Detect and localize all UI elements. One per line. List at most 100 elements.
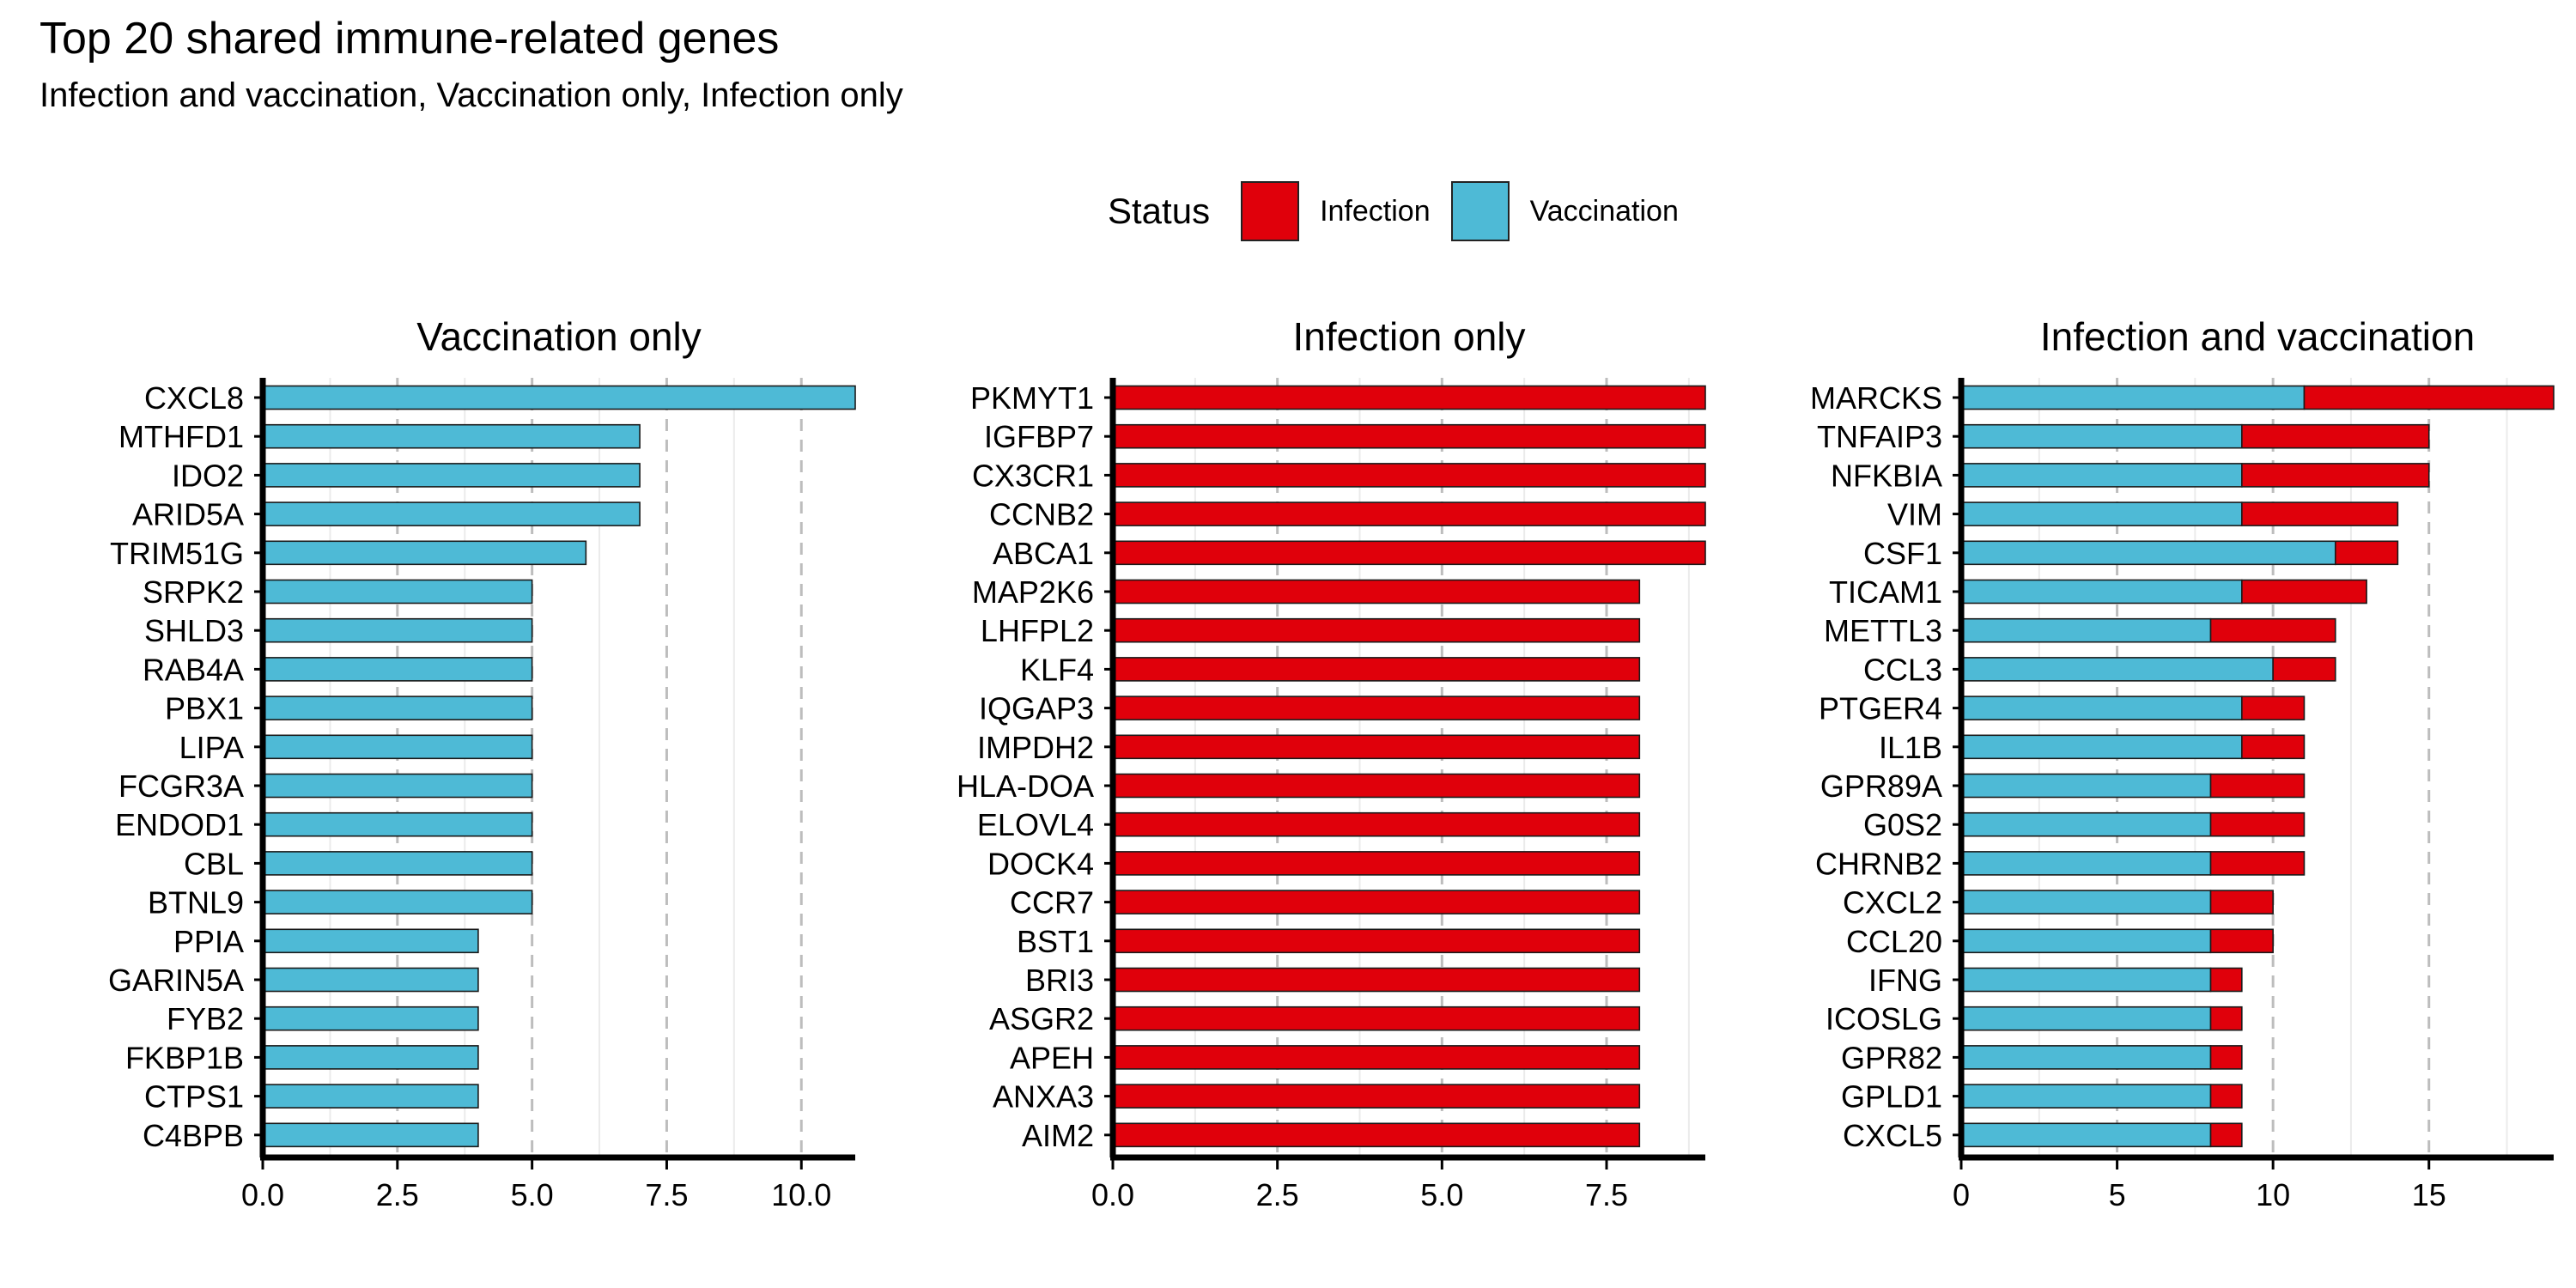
category-label: ABCA1 <box>993 536 1094 571</box>
chart-subtitle: Infection and vaccination, Vaccination o… <box>39 76 903 114</box>
bar-vaccination-chrnb2 <box>1960 851 2212 876</box>
x-tick-label: 10.0 <box>771 1177 831 1212</box>
bar-vaccination-gpr89a <box>1960 773 2212 799</box>
bar-vaccination-cxcl2 <box>1960 890 2212 914</box>
category-label: CXCL8 <box>144 380 244 416</box>
bar-vaccination-marcks <box>1960 385 2306 410</box>
category-label: CHRNB2 <box>1815 846 1942 881</box>
bar-infection-aim2 <box>1112 1122 1641 1148</box>
bar-infection-hla-doa <box>1112 773 1641 799</box>
bar-infection-gpld1 <box>2209 1084 2243 1109</box>
bar-infection-il1b <box>2241 734 2306 760</box>
bar-vaccination-srpk2 <box>262 579 533 605</box>
bar-vaccination-gpr82 <box>1960 1045 2212 1070</box>
category-label: G0S2 <box>1863 807 1942 842</box>
bar-vaccination-gpld1 <box>1960 1084 2212 1109</box>
category-label: CXCL2 <box>1843 885 1942 920</box>
bar-vaccination-ctps1 <box>262 1084 479 1109</box>
bar-vaccination-c4bpb <box>262 1122 479 1148</box>
legend: Status Infection Vaccination <box>1108 179 1699 244</box>
category-label: IQGAP3 <box>979 691 1094 726</box>
bar-infection-igfbp7 <box>1112 423 1706 449</box>
bar-infection-g0s2 <box>2209 811 2306 837</box>
bar-vaccination-icoslg <box>1960 1005 2212 1031</box>
legend-item-infection: Infection <box>1241 181 1431 241</box>
category-label: ASGR2 <box>989 1001 1094 1036</box>
bar-infection-icoslg <box>2209 1005 2243 1031</box>
bar-vaccination-ptger4 <box>1960 696 2243 720</box>
panel-title: Infection only <box>1292 314 1525 359</box>
bar-vaccination-il1b <box>1960 734 2243 760</box>
bar-vaccination-mthfd1 <box>262 423 641 449</box>
category-label: CSF1 <box>1863 536 1942 571</box>
bar-vaccination-ticam1 <box>1960 579 2243 605</box>
bar-vaccination-csf1 <box>1960 540 2336 566</box>
bar-vaccination-nfkbia <box>1960 463 2243 488</box>
bar-infection-anxa3 <box>1112 1084 1641 1109</box>
bar-vaccination-arid5a <box>262 501 641 526</box>
bar-infection-bri3 <box>1112 967 1641 993</box>
category-label: TNFAIP3 <box>1817 419 1942 454</box>
x-tick-label: 5.0 <box>511 1177 554 1212</box>
category-label: ENDOD1 <box>115 807 244 842</box>
bar-vaccination-cxcl8 <box>262 385 856 410</box>
x-tick-label: 7.5 <box>1585 1177 1628 1212</box>
category-label: CCNB2 <box>989 497 1094 532</box>
bar-vaccination-lipa <box>262 734 533 760</box>
category-label: CBL <box>184 846 244 881</box>
bar-infection-asgr2 <box>1112 1005 1641 1031</box>
category-label: PBX1 <box>165 691 244 726</box>
category-label: LIPA <box>179 730 244 765</box>
bar-infection-cx3cr1 <box>1112 463 1706 488</box>
category-label: BRI3 <box>1025 963 1094 998</box>
bar-vaccination-fyb2 <box>262 1005 479 1031</box>
bar-infection-tnfaip3 <box>2241 423 2430 449</box>
category-label: GPR82 <box>1841 1040 1942 1075</box>
bar-infection-bst1 <box>1112 928 1641 954</box>
category-label: KLF4 <box>1020 652 1094 687</box>
category-label: CCL3 <box>1863 652 1942 687</box>
category-label: C4BPB <box>143 1118 244 1153</box>
bar-infection-abca1 <box>1112 540 1706 566</box>
bar-infection-ptger4 <box>2241 696 2306 720</box>
bar-vaccination-mettl3 <box>1960 617 2212 643</box>
bar-vaccination-ppia <box>262 928 479 954</box>
bar-infection-ccl3 <box>2272 657 2336 682</box>
bar-vaccination-rab4a <box>262 657 533 682</box>
category-label: CTPS1 <box>144 1079 244 1115</box>
x-tick-label: 7.5 <box>645 1177 688 1212</box>
bar-infection-map2k6 <box>1112 579 1641 605</box>
category-label: VIM <box>1887 497 1942 532</box>
bar-vaccination-cxcl5 <box>1960 1122 2212 1148</box>
category-label: BTNL9 <box>148 885 244 920</box>
category-label: TRIM51G <box>110 536 244 571</box>
bar-infection-cxcl5 <box>2209 1122 2243 1148</box>
x-tick-label: 0 <box>1953 1177 1970 1212</box>
x-tick-label: 15 <box>2412 1177 2446 1212</box>
bar-infection-ticam1 <box>2241 579 2367 605</box>
bar-infection-elovl4 <box>1112 811 1641 837</box>
category-label: LHFPL2 <box>981 613 1094 648</box>
bar-infection-iqgap3 <box>1112 696 1641 720</box>
category-label: SRPK2 <box>143 574 244 610</box>
bar-infection-gpr89a <box>2209 773 2306 799</box>
category-label: GPR89A <box>1820 769 1942 804</box>
category-label: SHLD3 <box>144 613 244 648</box>
category-label: ICOSLG <box>1826 1001 1942 1036</box>
bar-infection-pkmyt1 <box>1112 385 1706 410</box>
category-label: GPLD1 <box>1841 1079 1942 1115</box>
category-label: CCL20 <box>1846 924 1942 959</box>
bar-vaccination-shld3 <box>262 617 533 643</box>
category-label: CX3CR1 <box>972 458 1094 493</box>
category-label: RAB4A <box>143 652 244 687</box>
category-label: ARID5A <box>132 497 244 532</box>
bar-infection-dock4 <box>1112 851 1641 876</box>
panel-title: Infection and vaccination <box>2040 314 2475 359</box>
x-tick-label: 10 <box>2256 1177 2290 1212</box>
bar-infection-ifng <box>2209 967 2243 993</box>
bar-infection-nfkbia <box>2241 463 2430 488</box>
bar-vaccination-btnl9 <box>262 890 533 914</box>
